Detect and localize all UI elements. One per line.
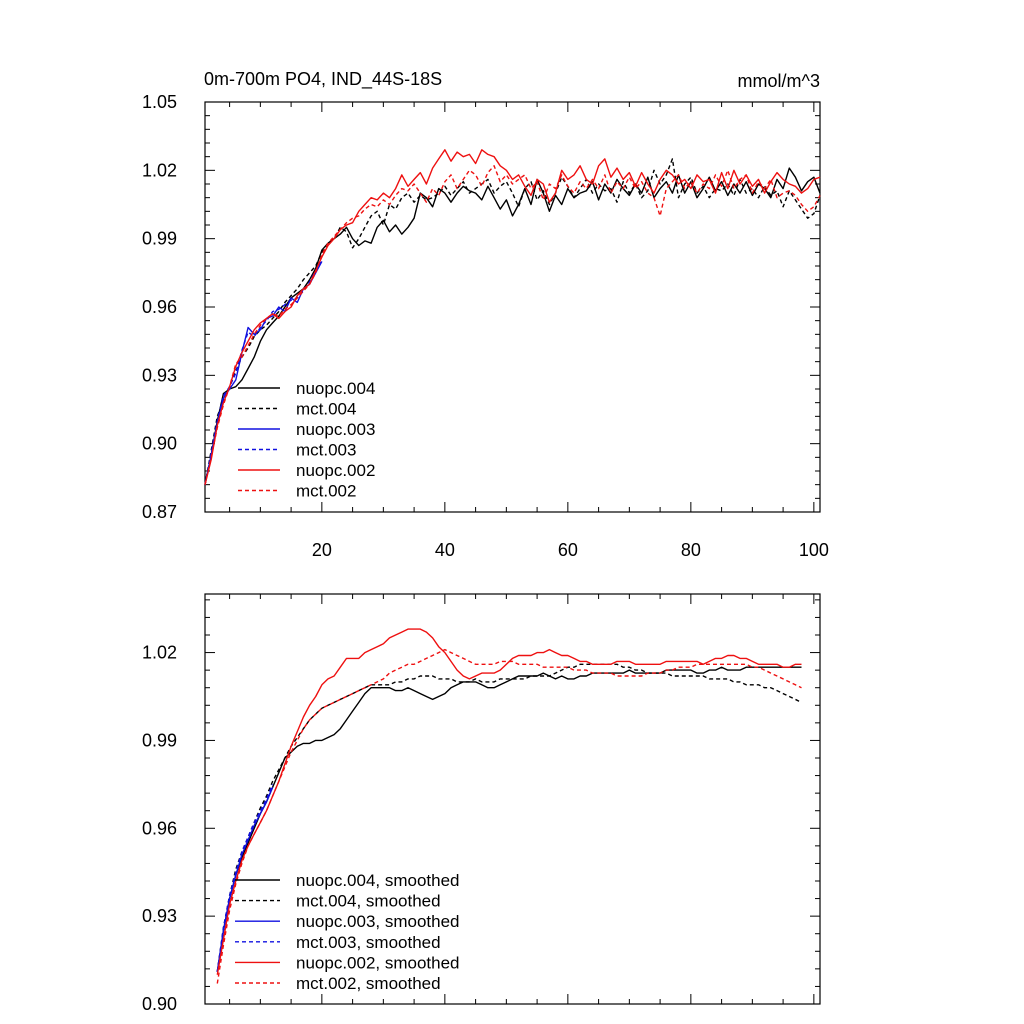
bottom-series-line-1: [216, 663, 802, 972]
bottom-legend-label-4: nuopc.002, smoothed: [296, 953, 460, 972]
top-x-tick-label: 100: [799, 540, 829, 560]
top-y-tick-label: 1.05: [142, 92, 177, 112]
bottom-legend-label-0: nuopc.004, smoothed: [296, 871, 460, 890]
top-chart-title: 0m-700m PO4, IND_44S-18S: [204, 69, 442, 90]
top-plot-area: 20 40 60 80 100 0.87 0.90 0.93 0.96 0.99 1.02 1.05: [142, 92, 829, 560]
bottom-legend-label-3: mct.003, smoothed: [296, 933, 441, 952]
top-legend-label-4: nuopc.002: [296, 461, 375, 480]
bottom-y-tick-label: 1.02: [142, 643, 177, 663]
top-y-tick-label: 0.90: [142, 434, 177, 454]
top-x-tick-label: 20: [312, 540, 332, 560]
top-y-tick-label: 0.93: [142, 365, 177, 385]
bottom-legend-label-2: nuopc.003, smoothed: [296, 912, 460, 931]
top-legend-label-2: nuopc.003: [296, 420, 375, 439]
bottom-y-tick-label: 0.90: [142, 994, 177, 1014]
bottom-plot-frame: [204, 593, 821, 1005]
bottom-y-tick-label: 0.96: [142, 818, 177, 838]
top-series-line-5: [204, 165, 821, 485]
top-x-tick-label: 60: [558, 540, 578, 560]
top-x-tick-label: 40: [435, 540, 455, 560]
bottom-plot-area: 0.90 0.93 0.96 0.99 1.02: [142, 593, 821, 1014]
top-y-tick-label: 0.87: [142, 502, 177, 522]
top-x-tick-label: 80: [681, 540, 701, 560]
bottom-legend-label-1: mct.004, smoothed: [296, 892, 441, 911]
bottom-series-line-3: [216, 784, 274, 972]
top-legend-label-0: nuopc.004: [296, 379, 375, 398]
bottom-chart: 0.90 0.93 0.96 0.99 1.02 nuopc.004, smoothed…: [142, 593, 821, 1014]
top-y-tick-label: 1.02: [142, 160, 177, 180]
top-series-line-1: [204, 158, 821, 485]
top-y-tick-label: 0.96: [142, 297, 177, 317]
top-chart-units: mmol/m^3: [738, 71, 820, 91]
bottom-series-line-0: [216, 666, 802, 972]
top-y-tick-label: 0.99: [142, 229, 177, 249]
bottom-series-line-5: [216, 648, 802, 984]
bottom-legend-label-5: mct.002, smoothed: [296, 974, 441, 993]
top-legend-label-5: mct.002: [296, 482, 356, 501]
top-legend-label-1: mct.004: [296, 400, 356, 419]
top-series-line-4: [204, 149, 821, 485]
top-legend-label-3: mct.003: [296, 441, 356, 460]
top-chart: 0m-700m PO4, IND_44S-18S mmol/m^3 20 40 60…: [142, 69, 829, 560]
bottom-y-tick-label: 0.99: [142, 730, 177, 750]
bottom-y-tick-label: 0.93: [142, 906, 177, 926]
